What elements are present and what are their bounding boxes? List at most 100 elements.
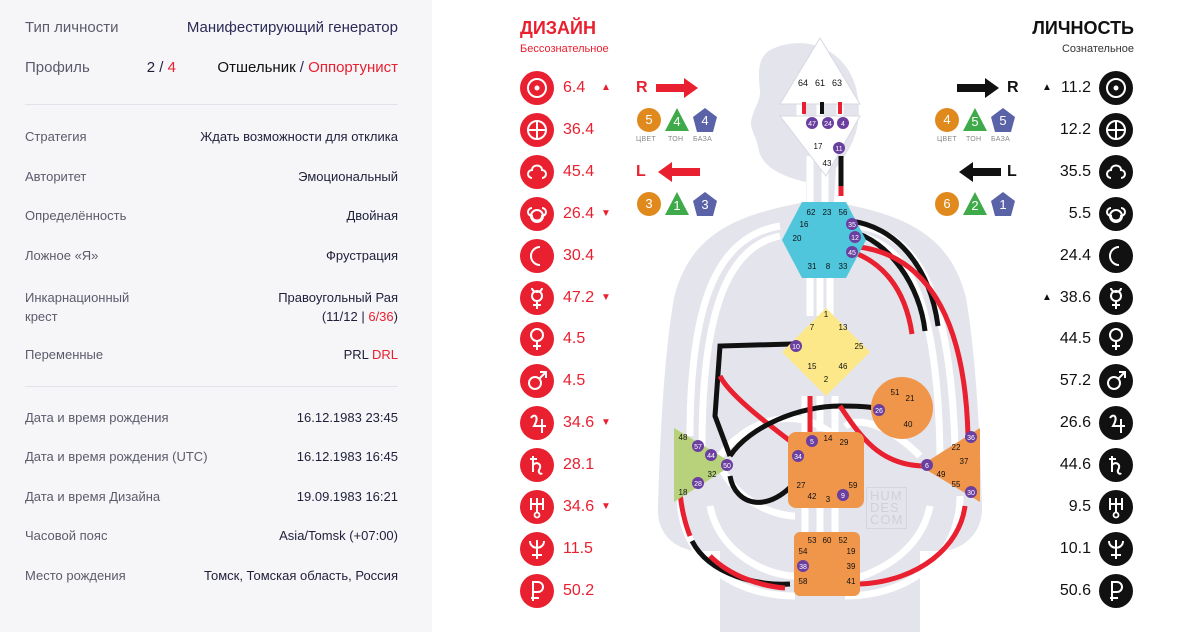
planet-gate-value: 47.2 [563, 288, 595, 306]
summary-panel: Тип личности Манифестирующий генератор П… [0, 0, 432, 632]
badge-value: 5 [645, 112, 653, 127]
design-title: ДИЗАЙН [520, 18, 596, 38]
birth-value: 19.09.1983 16:21 [296, 489, 398, 504]
planet-gate-value: 9.5 [1068, 498, 1091, 515]
badge-value: 5 [971, 114, 979, 129]
design-left-letter: L [636, 163, 646, 180]
color-caption: ЦВЕТ [636, 136, 656, 143]
tone-badge: 2 [962, 191, 988, 217]
gate-label: 25 [855, 342, 864, 351]
venus-icon [520, 322, 554, 357]
gate-label: 40 [904, 420, 913, 429]
planet-gate-value: 34.6 [563, 498, 595, 515]
personality-left-arrow-icon [959, 162, 1001, 182]
planet-gate-value: 11.2 [1061, 79, 1091, 96]
badge-value: 3 [701, 197, 709, 212]
gate-label: 21 [906, 394, 915, 403]
gate-label: 62 [807, 208, 816, 217]
watermark-line: HUM [870, 488, 903, 503]
mars-icon [1099, 364, 1133, 399]
personality-left-letter: L [1007, 163, 1017, 180]
gate-label: 64 [798, 78, 808, 88]
profile-line1: 2 [146, 59, 156, 76]
detriment-arrow-icon: ▼ [601, 291, 611, 303]
uranus-icon [1099, 490, 1133, 524]
planet-gate-value: 26.6 [1059, 414, 1091, 432]
jupiter-icon [1099, 406, 1133, 441]
planet-gate-value: 26.4 [563, 204, 595, 222]
design-subtitle: Бессознательное [520, 43, 609, 55]
profile-slash: / [155, 59, 168, 76]
gate-label: 39 [847, 562, 856, 571]
gate-label: 43 [823, 159, 832, 168]
cross-row: Инкарнационный крест Правоугольный Рая (11… [25, 288, 398, 328]
property-value: Фрустрация [326, 248, 398, 263]
birth-value: 16.12.1983 23:45 [296, 410, 398, 425]
planet-gate-value: 30.4 [563, 246, 595, 264]
tone-caption: ТОН [668, 136, 684, 143]
gate-label: 47 [808, 121, 816, 128]
gate-label: 30 [967, 490, 975, 497]
center-ajna: 47 24 4 17 11 43 [778, 115, 861, 177]
property-label: Стратегия [25, 129, 87, 144]
color-badge: 6 [934, 191, 960, 217]
sun-icon [1099, 71, 1133, 105]
jupiter-icon [520, 406, 554, 441]
gate-label: 19 [847, 547, 856, 556]
badge-value: 1 [673, 198, 681, 213]
exalted-arrow-icon: ▲ [601, 82, 611, 93]
saturn-icon [1099, 448, 1133, 483]
cross-label-line1: Инкарнационный [25, 290, 130, 305]
profile-lines: 2 / 4 [147, 59, 176, 76]
divider [25, 386, 398, 387]
planet-gate-value: 10.1 [1059, 539, 1091, 557]
planet-gate-value: 5.5 [1068, 204, 1091, 222]
gate-label: 18 [679, 488, 688, 497]
base-caption: БАЗА [991, 136, 1011, 143]
birth-label: Дата и время Дизайна [25, 489, 161, 504]
gate-label: 51 [891, 388, 900, 397]
profile-name1: Отшельник [217, 59, 296, 76]
gate-label: 48 [679, 433, 688, 442]
type-label: Тип личности [25, 19, 119, 36]
moon-icon [520, 238, 554, 273]
badge-value: 4 [943, 112, 951, 127]
planet-gate-value: 35.5 [1059, 162, 1091, 180]
planet-gate-value: 11.5 [563, 539, 593, 557]
planet-gate-value: 44.6 [1059, 456, 1091, 474]
gate-label: 6 [925, 463, 929, 470]
saturn-icon [520, 448, 554, 483]
gate-label: 9 [841, 493, 845, 500]
planet-gate-value: 28.1 [563, 456, 595, 474]
gate-label: 42 [808, 492, 817, 501]
color-caption: ЦВЕТ [937, 136, 957, 143]
neptune-icon [1099, 531, 1133, 566]
gate-label: 23 [823, 208, 832, 217]
badge-value: 4 [701, 113, 709, 128]
uranus-icon [520, 490, 554, 524]
color-badge: 5 [636, 107, 662, 133]
profile-sep: / [295, 59, 309, 76]
north-node-icon [1099, 154, 1133, 189]
design-left-arrow-icon [658, 162, 700, 182]
earth-icon [1099, 112, 1133, 147]
planet-gate-value: 57.2 [1059, 372, 1091, 390]
cross-gates-close: ) [393, 309, 398, 324]
planet-gate-value: 45.4 [563, 162, 595, 180]
birth-value: Томск, Томская область, Россия [204, 568, 398, 583]
personality-title: ЛИЧНОСТЬ [1032, 18, 1134, 38]
property-value: Двойная [346, 208, 398, 223]
property-label: Ложное «Я» [25, 248, 99, 263]
gate-label: 13 [839, 323, 848, 332]
gate-label: 28 [694, 481, 702, 488]
center-heart: 51 21 26 40 [871, 377, 933, 439]
mars-icon [520, 364, 554, 399]
planet-gate-value: 4.5 [563, 330, 586, 348]
planet-gate-value: 12.2 [1059, 120, 1091, 138]
cross-label-line2: крест [25, 309, 58, 324]
pluto-icon [520, 573, 554, 608]
personality-right-arrow-icon [957, 78, 999, 98]
badge-value: 3 [645, 196, 653, 211]
planet-gate-value: 50.2 [563, 581, 595, 599]
gate-label: 52 [839, 536, 848, 545]
